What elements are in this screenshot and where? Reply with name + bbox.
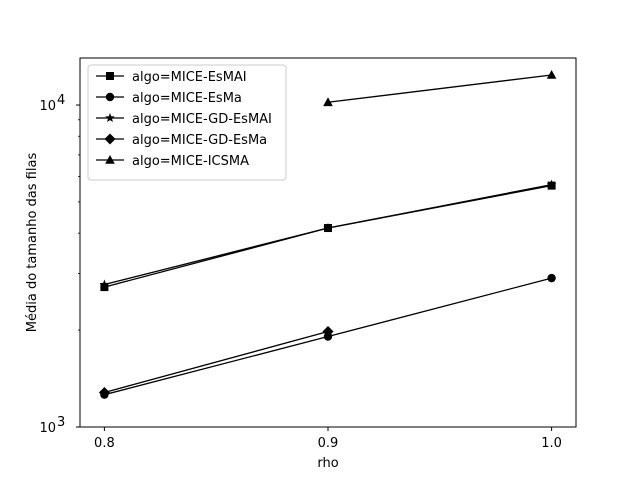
series-5: [323, 69, 557, 107]
legend: algo=MICE-EsMAI algo=MICE-EsMa algo=MICE-G…: [87, 64, 287, 181]
data-point-diamond: [322, 325, 334, 337]
legend-box: [87, 64, 287, 181]
plot-layer: [98, 69, 557, 399]
legend-label: algo=MICE-EsMa: [132, 91, 242, 106]
data-point-circle: [547, 273, 556, 283]
legend-item: algo=MICE-GD-EsMAI: [96, 112, 272, 127]
y-tick-label: 10: [39, 99, 56, 114]
data-point-star: [546, 179, 557, 189]
legend-label: algo=MICE-EsMAI: [132, 70, 247, 85]
data-point-star: [99, 279, 110, 289]
x-tick-label: 0.8: [94, 436, 115, 451]
y-tick-label: 10: [39, 421, 56, 436]
legend-label: algo=MICE-GD-EsMAI: [132, 112, 272, 127]
legend-label: algo=MICE-GD-EsMa: [132, 133, 267, 148]
legend-label: algo=MICE-ICSMA: [132, 154, 249, 169]
legend-marker-circle: [105, 92, 115, 102]
series-3: [99, 179, 557, 289]
legend-item: algo=MICE-GD-EsMa: [96, 133, 267, 148]
series-4: [98, 325, 334, 398]
legend-item: algo=MICE-EsMa: [96, 91, 242, 106]
legend-marker-square: [106, 72, 114, 80]
series-line: [104, 330, 329, 394]
x-tick-label: 0.9: [318, 436, 339, 451]
data-point-diamond: [98, 386, 110, 398]
legend-marker-star: [105, 113, 115, 123]
data-point-triangle: [546, 69, 557, 79]
data-point-square: [100, 283, 109, 292]
legend-item: algo=MICE-EsMAI: [96, 70, 247, 85]
y-axis-label: Média do tamanho das filas: [25, 153, 40, 333]
data-point-star: [323, 223, 333, 233]
legend-marker-triangle: [105, 155, 115, 164]
y-tick-exponent: 4: [57, 93, 65, 108]
x-tick-label: 1.0: [541, 436, 562, 451]
legend-marker-diamond: [104, 133, 116, 145]
y-tick-exponent: 3: [57, 415, 65, 430]
x-axis-label: rho: [317, 456, 338, 471]
series-line: [327, 74, 552, 103]
data-point-triangle: [323, 97, 333, 107]
legend-item: algo=MICE-ICSMA: [96, 154, 249, 169]
